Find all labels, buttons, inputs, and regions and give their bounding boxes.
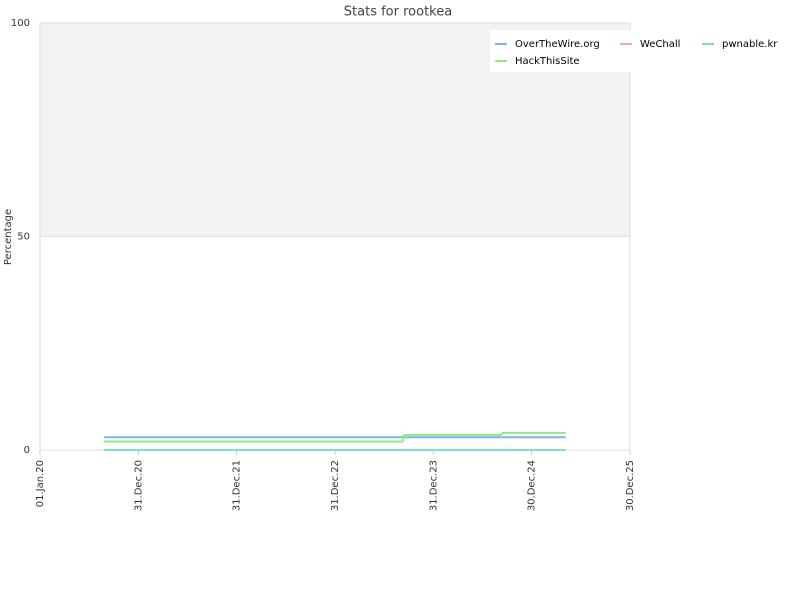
legend-label: HackThisSite <box>515 56 580 67</box>
x-tick-label: 30.Dec.25 <box>625 460 636 511</box>
x-tick-label: 31.Dec.23 <box>428 460 439 511</box>
x-tick-label: 31.Dec.20 <box>133 460 144 511</box>
x-tick-label: 30.Dec.24 <box>527 460 538 511</box>
legend-box <box>490 30 640 72</box>
x-tick-label: 31.Dec.21 <box>232 460 243 511</box>
y-tick-label: 0 <box>24 445 30 456</box>
legend-label: pwnable.kr <box>722 39 778 50</box>
chart-title: Stats for rootkea <box>344 5 452 20</box>
x-tick-label: 01.Jan.20 <box>35 460 46 507</box>
legend-label: WeChall <box>640 39 680 50</box>
y-tick-label: 50 <box>17 232 30 243</box>
y-axis-label: Percentage <box>3 209 14 265</box>
x-tick-label: 31.Dec.22 <box>330 460 341 511</box>
y-tick-label: 100 <box>11 18 30 29</box>
legend-label: OverTheWire.org <box>515 39 600 50</box>
